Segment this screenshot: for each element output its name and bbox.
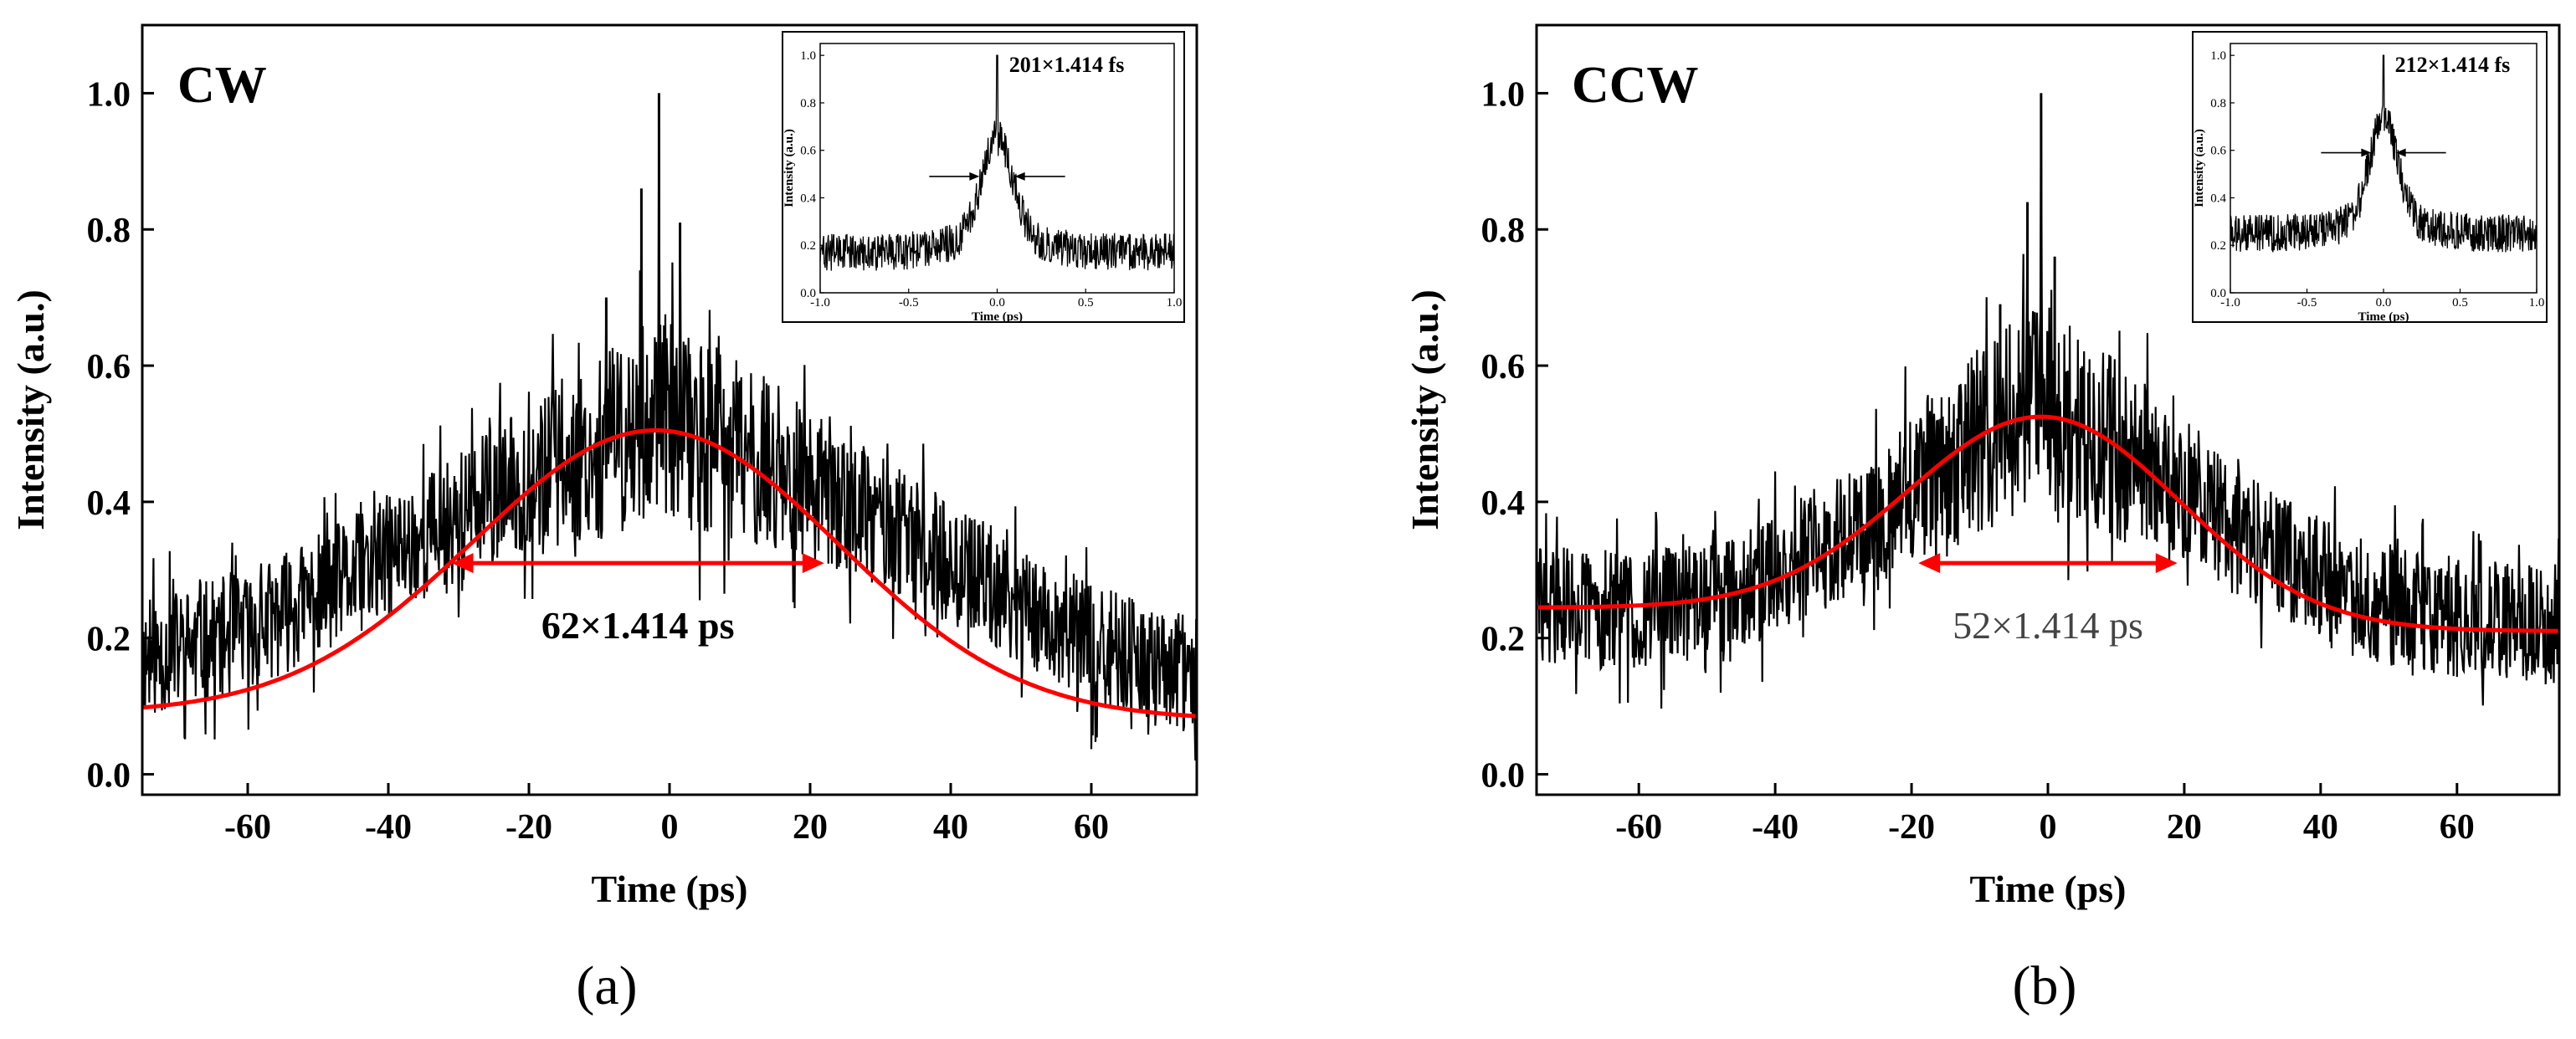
inset-x-label: Time (ps) bbox=[2358, 310, 2409, 324]
inset-background bbox=[2192, 31, 2548, 323]
measured-trace bbox=[1535, 93, 2561, 709]
inset-arrow-right-head bbox=[2395, 148, 2406, 157]
subfigure-label: (b) bbox=[2013, 955, 2077, 1016]
inset-arrow-left-head bbox=[969, 171, 980, 181]
x-tick-label: 40 bbox=[2303, 808, 2338, 847]
x-tick-label: 20 bbox=[2167, 808, 2202, 847]
panel-title: CW bbox=[177, 57, 267, 114]
y-tick-label: 0.6 bbox=[1481, 348, 1526, 386]
y-tick-label: 0.6 bbox=[87, 348, 131, 386]
x-axis-label: Time (ps) bbox=[592, 868, 748, 910]
fit-curve bbox=[1537, 414, 2559, 633]
inset-y-tick-label: 0.8 bbox=[800, 97, 816, 110]
y-tick-label: 0.0 bbox=[87, 757, 131, 796]
fwhm-arrow-right-head bbox=[2155, 553, 2178, 574]
fwhm-arrow-left-head bbox=[1918, 553, 1941, 574]
inset-y-label: Intensity (a.u.) bbox=[2193, 129, 2206, 207]
fit-curve bbox=[141, 427, 1198, 719]
inset-trace bbox=[819, 54, 1175, 271]
inset-y-tick-label: 0.2 bbox=[800, 239, 816, 253]
inset-arrow-right-head bbox=[1014, 171, 1025, 181]
inset-y-tick-label: 0.6 bbox=[2210, 145, 2226, 158]
x-tick-label: -60 bbox=[224, 808, 271, 847]
inset-y-tick-label: 0.0 bbox=[800, 287, 816, 300]
inset-fwhm-label: 201×1.414 fs bbox=[1009, 53, 1125, 77]
y-tick-label: 0.2 bbox=[87, 621, 131, 659]
fwhm-label: 62×1.414 ps bbox=[541, 604, 735, 647]
inset-y-tick-label: 0.8 bbox=[2210, 97, 2226, 110]
inset-arrow-left-head bbox=[2361, 148, 2372, 157]
x-tick-label: -20 bbox=[505, 808, 552, 847]
inset-y-label: Intensity (a.u.) bbox=[783, 129, 796, 207]
measured-trace bbox=[141, 93, 1198, 761]
x-tick-label: 0 bbox=[2040, 808, 2057, 847]
inset-x-tick-label: 0.5 bbox=[2452, 296, 2468, 310]
y-tick-label: 0.4 bbox=[87, 484, 131, 523]
inset-y-tick-label: 0.4 bbox=[800, 192, 816, 205]
inset-y-tick-label: 1.0 bbox=[2210, 49, 2226, 63]
y-tick-label: 1.0 bbox=[87, 75, 131, 114]
chart-panel-1: 52×1.414 ps -60 -40 -20 0 20 40 60 0.0 0.2 0.4 0.6 0… bbox=[1403, 23, 2561, 1016]
x-tick-label: 20 bbox=[793, 808, 828, 847]
y-axis-label: Intensity (a.u.) bbox=[1403, 289, 1446, 530]
y-tick-label: 0.8 bbox=[87, 212, 131, 250]
y-tick-label: 0.0 bbox=[1481, 757, 1526, 796]
y-tick-label: 0.8 bbox=[1481, 212, 1526, 250]
panel-title: CCW bbox=[1572, 57, 1699, 114]
inset-x-tick-label: 0.0 bbox=[2376, 296, 2392, 310]
x-tick-label: -40 bbox=[365, 808, 412, 847]
x-axis-label: Time (ps) bbox=[1970, 868, 2127, 910]
inset-x-tick-label: -1.0 bbox=[2220, 296, 2240, 310]
inset-x-tick-label: 0.5 bbox=[1078, 296, 1094, 310]
x-tick-label: 40 bbox=[933, 808, 968, 847]
x-tick-label: -40 bbox=[1752, 808, 1799, 847]
x-tick-label: 0 bbox=[661, 808, 679, 847]
x-tick-label: 60 bbox=[1074, 808, 1109, 847]
subfigure-label: (a) bbox=[576, 955, 637, 1016]
inset-y-tick-label: 0.2 bbox=[2210, 239, 2226, 253]
inset-x-tick-label: -1.0 bbox=[810, 296, 830, 310]
inset-y-tick-label: 1.0 bbox=[800, 49, 816, 63]
inset-y-tick-label: 0.6 bbox=[800, 145, 816, 158]
inset-x-tick-label: 0.0 bbox=[989, 296, 1005, 310]
fwhm-arrow-left-head bbox=[451, 553, 474, 574]
fwhm-label: 52×1.414 ps bbox=[1953, 604, 2143, 647]
y-tick-label: 1.0 bbox=[1481, 75, 1526, 114]
inset-x-tick-label: 1.0 bbox=[1167, 296, 1183, 310]
chart-panel-0: 62×1.414 ps -60 -40 -20 0 20 40 60 0.0 0.2 0.4 0.6 0… bbox=[9, 23, 1198, 1016]
y-tick-label: 0.4 bbox=[1481, 484, 1526, 523]
inset-x-tick-label: 1.0 bbox=[2529, 296, 2545, 310]
inset-background bbox=[782, 31, 1185, 323]
inset-fwhm-label: 212×1.414 fs bbox=[2395, 53, 2511, 77]
inset-y-tick-label: 0.4 bbox=[2210, 192, 2226, 205]
y-axis-label: Intensity (a.u.) bbox=[9, 289, 52, 530]
y-tick-label: 0.2 bbox=[1481, 621, 1526, 659]
inset-x-label: Time (ps) bbox=[972, 310, 1023, 324]
inset-x-tick-label: -0.5 bbox=[2297, 296, 2317, 310]
fwhm-arrow-right-head bbox=[802, 553, 824, 574]
x-tick-label: -20 bbox=[1888, 808, 1935, 847]
inset-y-tick-label: 0.0 bbox=[2210, 287, 2226, 300]
x-tick-label: -60 bbox=[1615, 808, 1662, 847]
x-tick-label: 60 bbox=[2440, 808, 2475, 847]
inset-x-tick-label: -0.5 bbox=[899, 296, 919, 310]
inset-trace bbox=[2230, 54, 2538, 253]
